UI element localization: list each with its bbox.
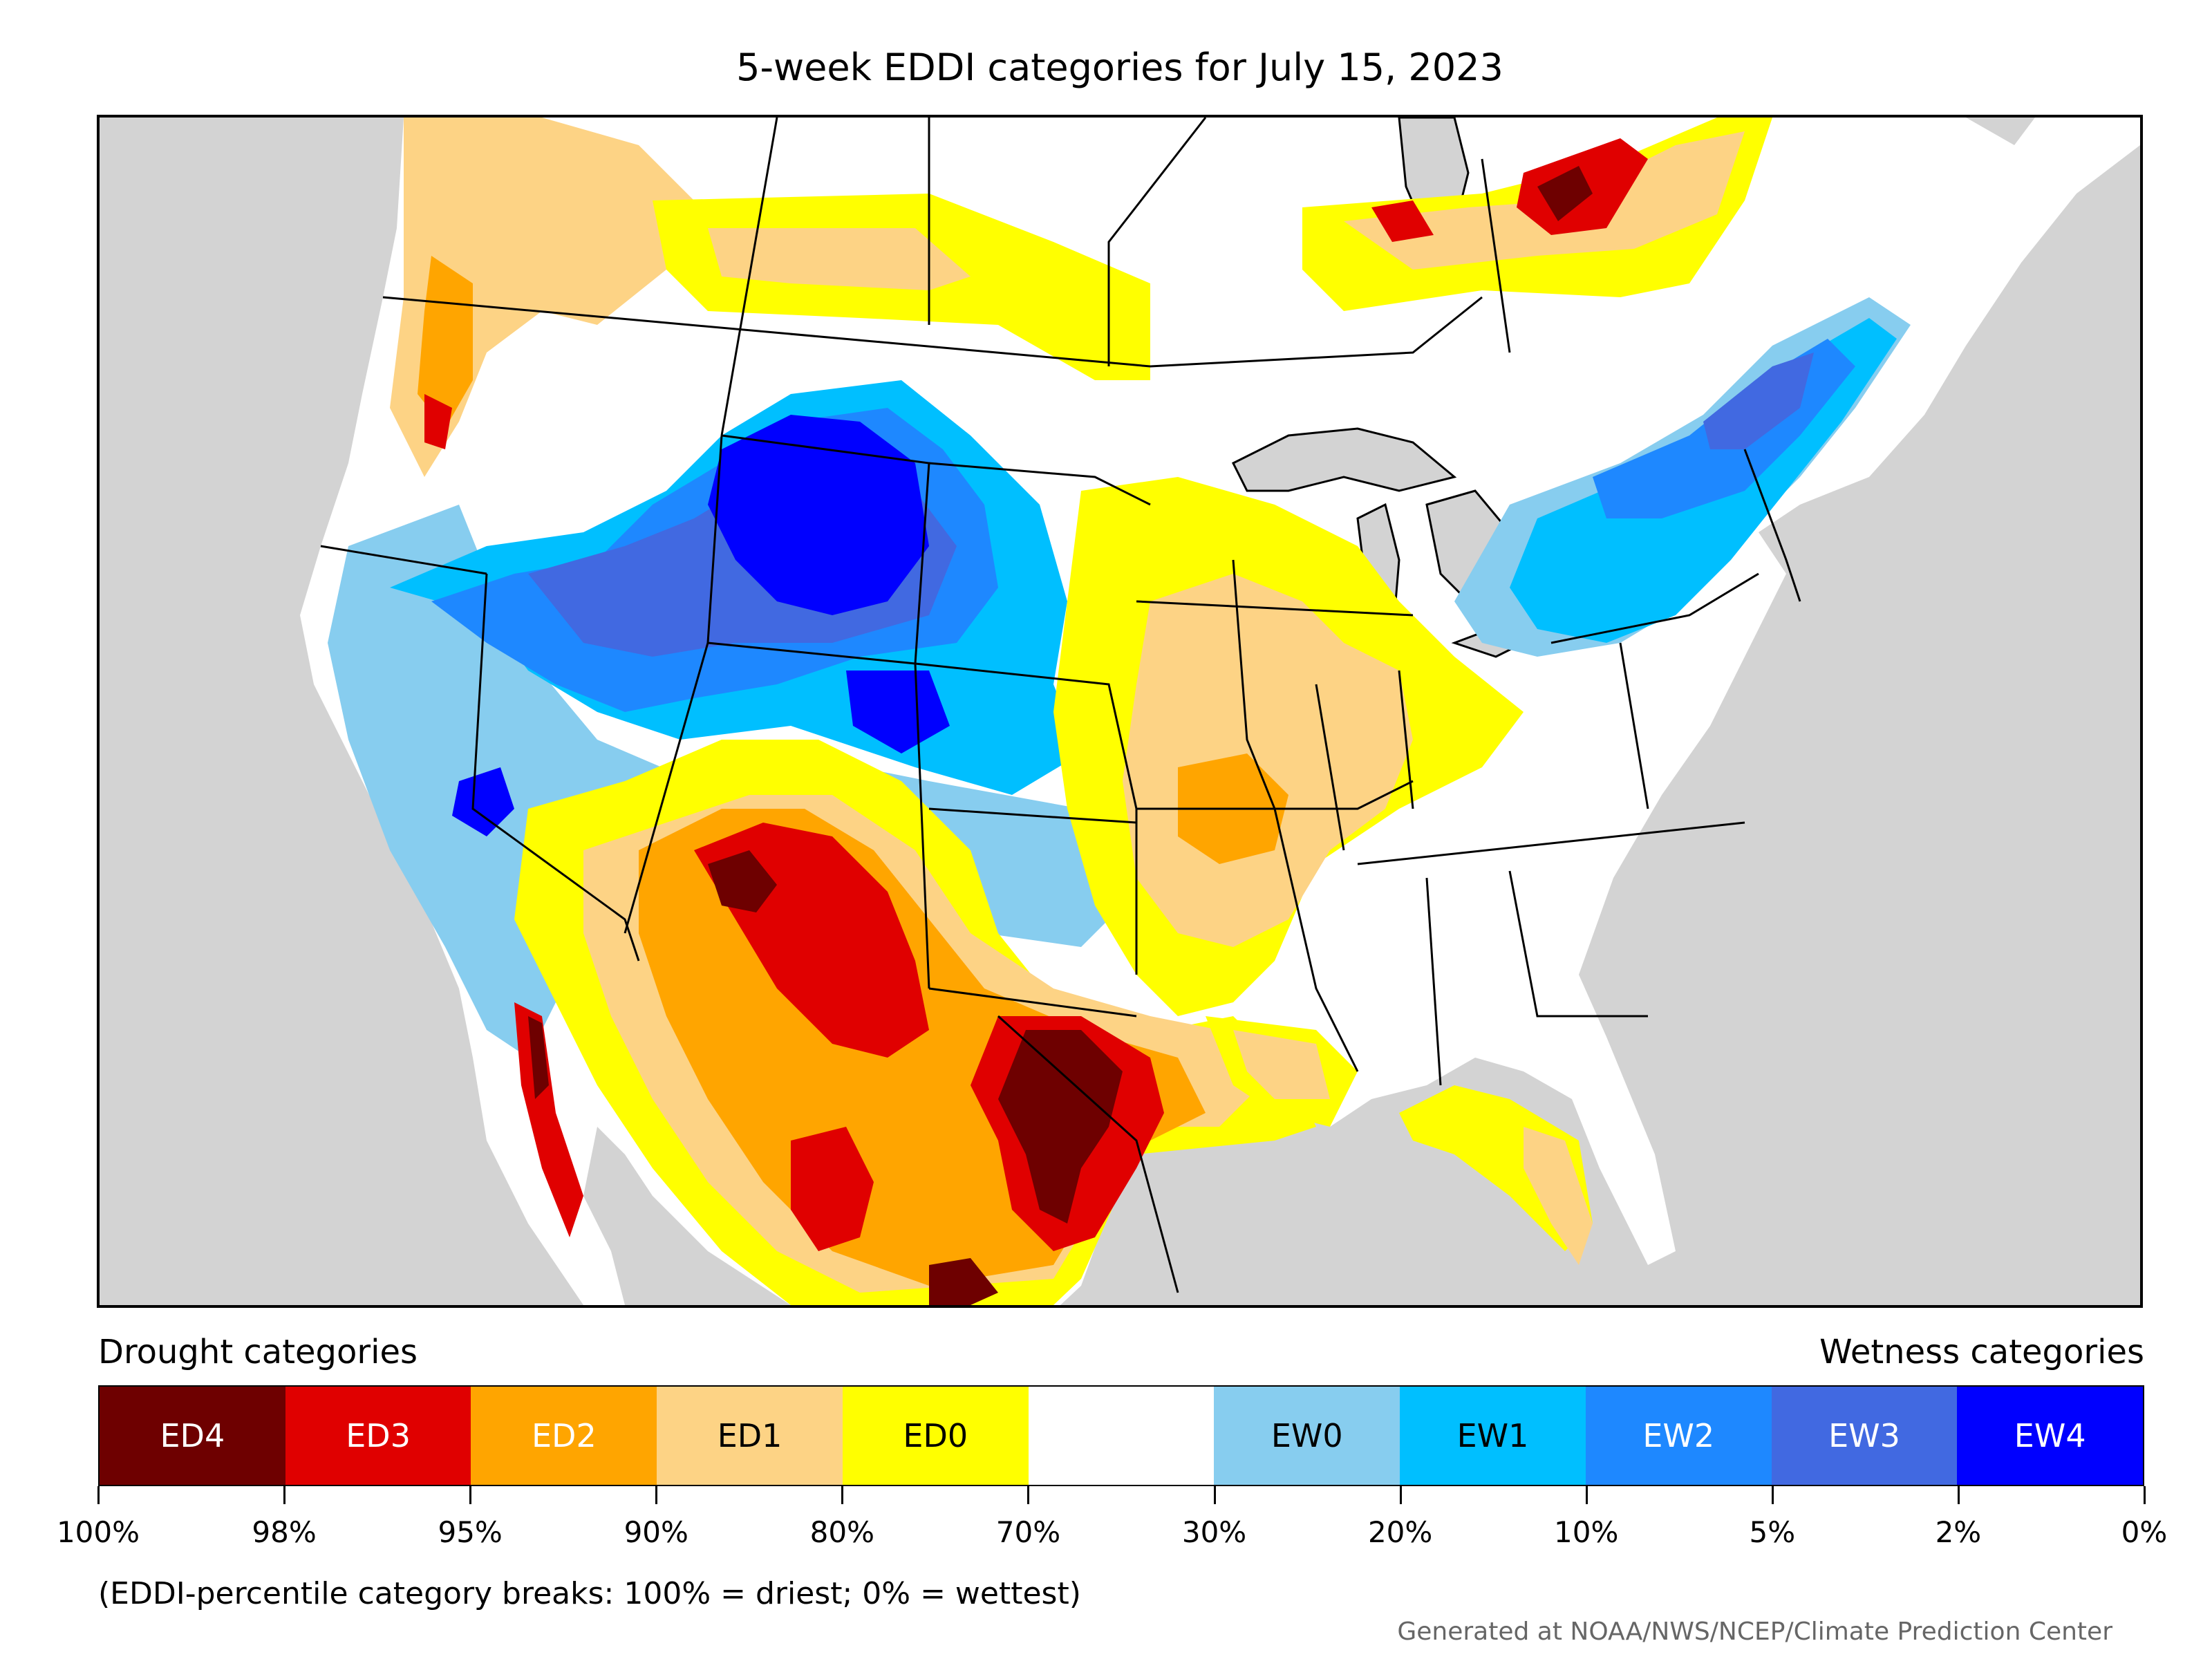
region-ew4-wyoming — [708, 415, 929, 615]
region-ew4-nevada — [452, 767, 514, 836]
region-ed4-texas — [998, 1030, 1123, 1224]
tick-label: 90% — [624, 1515, 688, 1549]
legend-cell-ew0: EW0 — [1214, 1387, 1400, 1485]
region-ew3-northeast — [1703, 353, 1814, 449]
tick-label: 70% — [995, 1515, 1061, 1549]
colorbar-tick — [2144, 1486, 2146, 1504]
colorbar-tick — [841, 1486, 844, 1504]
lake-superior — [1231, 427, 1457, 492]
tick-label: 10% — [1554, 1515, 1619, 1549]
legend-cell-ew2: EW2 — [1585, 1387, 1772, 1485]
legend-cell-ed1: ED1 — [657, 1387, 843, 1485]
tick-label: 95% — [438, 1515, 503, 1549]
legend-cell-ed4: ED4 — [100, 1387, 285, 1485]
colorbar-tick — [1027, 1486, 1030, 1504]
colorbar-tick — [283, 1486, 286, 1504]
legend-cell-ed2: ED2 — [471, 1387, 657, 1485]
region-ed4-mexico-south — [929, 1258, 998, 1305]
legend-cell-ew3: EW3 — [1771, 1387, 1958, 1485]
colorbar-tick — [1585, 1486, 1588, 1504]
colorbar-tick — [1957, 1486, 1960, 1504]
region-ed1-florida — [1524, 1127, 1593, 1265]
region-ed3-ontario — [1371, 200, 1434, 242]
state-boundaries — [320, 118, 1801, 1293]
region-ed3-baja — [514, 1002, 583, 1237]
map-title: 5-week EDDI categories for July 15, 2023 — [736, 46, 1503, 89]
region-ed1-prairie — [708, 228, 971, 290]
percentile-note: (EDDI-percentile category breaks: 100% =… — [98, 1576, 1081, 1611]
colorbar-tick — [655, 1486, 658, 1504]
tick-label: 80% — [809, 1515, 875, 1549]
colorbar-tick — [469, 1486, 472, 1504]
region-ed3-mexico — [791, 1127, 874, 1251]
region-ew4-colorado — [846, 671, 950, 753]
drought-wetness-regions — [328, 118, 1911, 1305]
region-ed2-oregon — [418, 256, 473, 429]
region-ed4-new-mexico — [708, 850, 777, 912]
region-ed1-louisiana — [1233, 1030, 1330, 1099]
tick-label: 100% — [56, 1515, 140, 1549]
legend-cell-ew4: EW4 — [1957, 1387, 2144, 1485]
credit-line: Generated at NOAA/NWS/NCEP/Climate Predi… — [1397, 1618, 2112, 1646]
category-colorbar: ED4 ED3 ED2 ED1 ED0 EW0 EW1 EW2 EW3 EW4 — [98, 1385, 2144, 1486]
colorbar-tick — [1771, 1486, 1774, 1504]
legend-cell-normal — [1028, 1387, 1215, 1485]
legend-cell-ed3: ED3 — [285, 1387, 471, 1485]
tick-label: 5% — [1749, 1515, 1796, 1549]
legend-cell-ed0: ED0 — [842, 1387, 1029, 1485]
region-ed4-baja — [528, 1016, 549, 1099]
tick-label: 20% — [1367, 1515, 1433, 1549]
eddi-map — [97, 115, 2143, 1308]
tick-label: 0% — [2121, 1515, 2168, 1549]
colorbar-tick — [1399, 1486, 1402, 1504]
tick-label: 30% — [1181, 1515, 1247, 1549]
region-ed4-quebec — [1537, 166, 1593, 221]
colorbar-ticks — [97, 1486, 2146, 1507]
region-ed1-ontario — [1344, 131, 1745, 270]
map-canvas — [300, 118, 2140, 1305]
tick-label: 98% — [252, 1515, 317, 1549]
legend-cell-ew1: EW1 — [1400, 1387, 1586, 1485]
region-ed1-midwest — [1123, 574, 1413, 947]
colorbar-tick — [97, 1486, 100, 1504]
tick-label: 2% — [1935, 1515, 1982, 1549]
colorbar-tick — [1213, 1486, 1216, 1504]
wetness-heading: Wetness categories — [1819, 1333, 2144, 1371]
drought-heading: Drought categories — [98, 1333, 418, 1371]
region-ed3-oregon — [424, 394, 452, 449]
